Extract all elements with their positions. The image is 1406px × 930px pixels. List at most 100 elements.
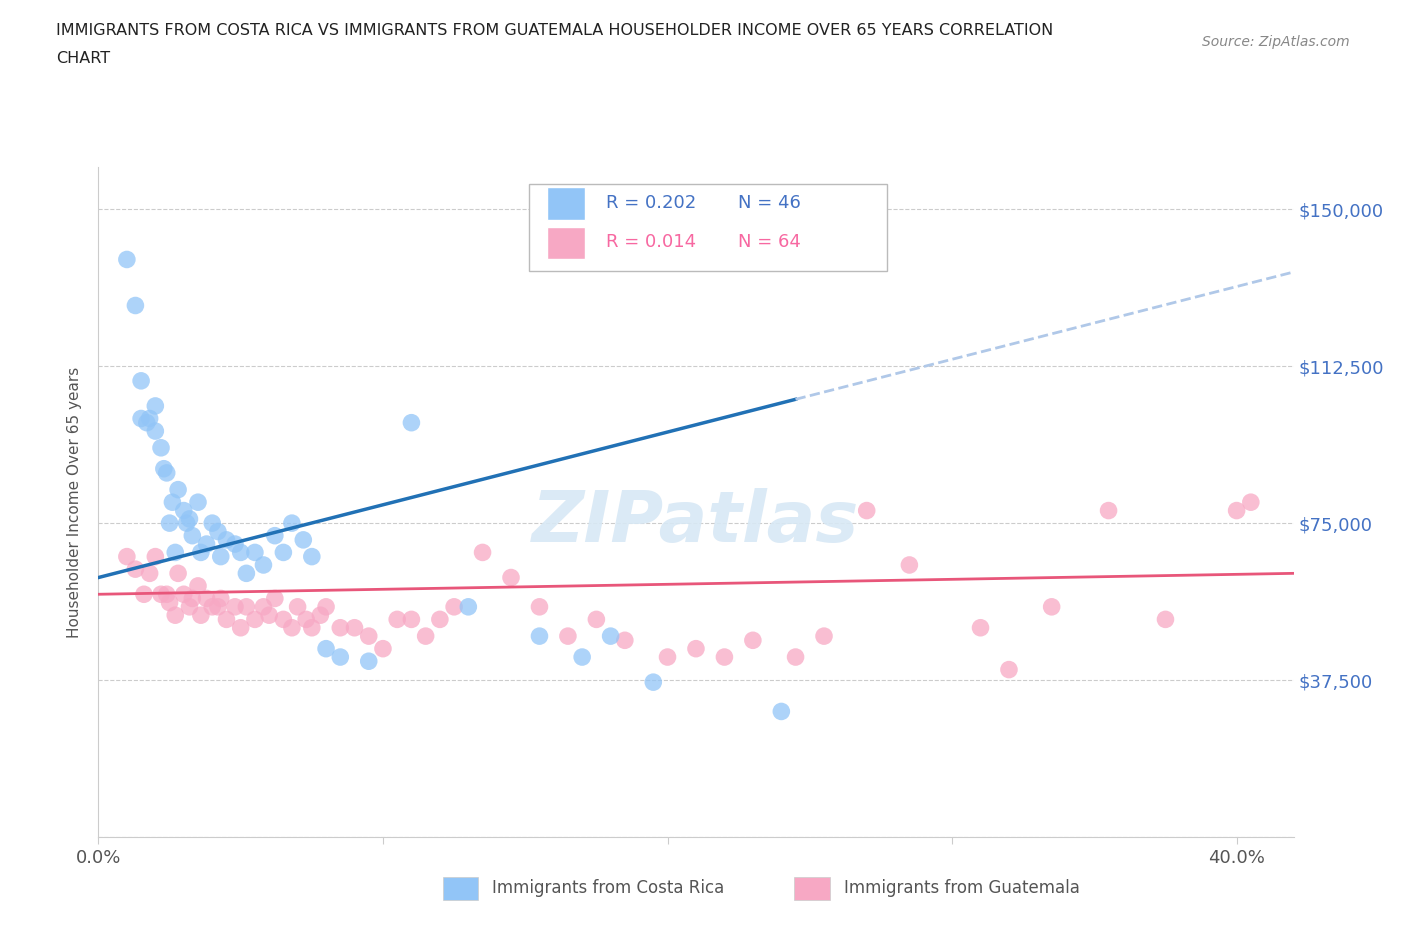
Point: [209, 549, 232, 564]
Text: CHART: CHART: [56, 51, 110, 66]
Point: [657, 650, 679, 665]
Point: [998, 662, 1021, 677]
Point: [315, 600, 337, 615]
Point: [132, 587, 155, 602]
Point: [713, 650, 735, 665]
Point: [813, 629, 835, 644]
Point: [150, 441, 173, 456]
Point: [557, 629, 579, 644]
Point: [143, 399, 166, 414]
Point: [153, 461, 176, 476]
Point: [281, 620, 304, 635]
Text: Source: ZipAtlas.com: Source: ZipAtlas.com: [1202, 35, 1350, 49]
Text: Immigrants from Guatemala: Immigrants from Guatemala: [844, 879, 1080, 897]
Point: [173, 503, 195, 518]
Point: [273, 545, 295, 560]
Point: [224, 600, 246, 615]
Point: [159, 516, 181, 531]
Point: [292, 532, 315, 547]
Point: [529, 629, 551, 644]
Point: [201, 600, 224, 615]
Point: [207, 525, 229, 539]
Bar: [794, 877, 830, 900]
Point: [201, 516, 224, 531]
Point: [215, 612, 238, 627]
Point: [165, 545, 187, 560]
Y-axis label: Householder Income Over 65 years: Householder Income Over 65 years: [67, 366, 83, 638]
Point: [179, 512, 201, 526]
Point: [263, 591, 285, 606]
Point: [385, 612, 409, 627]
Point: [207, 600, 229, 615]
Point: [329, 620, 352, 635]
Point: [243, 612, 266, 627]
Point: [235, 600, 257, 615]
Point: [243, 545, 266, 560]
Point: [156, 466, 179, 481]
FancyBboxPatch shape: [529, 184, 887, 272]
Point: [190, 608, 212, 623]
Point: [429, 612, 451, 627]
Point: [471, 545, 494, 560]
Point: [357, 654, 380, 669]
Point: [129, 411, 152, 426]
Point: [229, 620, 252, 635]
Point: [643, 675, 665, 690]
Point: [167, 483, 190, 498]
Point: [287, 600, 309, 615]
Point: [443, 600, 465, 615]
Point: [181, 591, 204, 606]
Point: [1040, 600, 1063, 615]
Point: [195, 591, 218, 606]
Point: [343, 620, 366, 635]
Point: [187, 495, 209, 510]
Point: [301, 620, 323, 635]
Point: [529, 600, 551, 615]
Point: [1154, 612, 1177, 627]
Point: [167, 565, 190, 580]
Point: [124, 562, 146, 577]
Point: [138, 565, 160, 580]
Point: [898, 558, 921, 573]
Point: [143, 549, 166, 564]
Point: [257, 608, 280, 623]
Point: [229, 545, 252, 560]
Point: [301, 549, 323, 564]
Point: [235, 565, 257, 580]
Point: [457, 600, 479, 615]
Point: [499, 570, 522, 585]
Point: [179, 600, 201, 615]
Point: [273, 612, 295, 627]
Point: [315, 642, 337, 657]
Point: [263, 528, 285, 543]
Point: [295, 612, 318, 627]
Text: ZIPatlas: ZIPatlas: [533, 488, 859, 557]
Point: [401, 416, 423, 431]
Point: [115, 252, 138, 267]
Point: [252, 600, 274, 615]
Text: Immigrants from Costa Rica: Immigrants from Costa Rica: [492, 879, 724, 897]
Text: R = 0.014: R = 0.014: [606, 233, 696, 251]
Point: [165, 608, 187, 623]
Point: [1240, 495, 1263, 510]
Text: R = 0.202: R = 0.202: [606, 193, 696, 212]
Point: [215, 532, 238, 547]
Point: [187, 578, 209, 593]
Point: [195, 537, 218, 551]
Text: N = 64: N = 64: [738, 233, 800, 251]
Point: [401, 612, 423, 627]
Point: [124, 299, 146, 313]
Point: [190, 545, 212, 560]
Point: [613, 633, 636, 648]
Bar: [547, 188, 585, 219]
Point: [357, 629, 380, 644]
Point: [143, 424, 166, 439]
Bar: [443, 877, 478, 900]
Point: [129, 374, 152, 389]
Point: [309, 608, 332, 623]
Point: [115, 549, 138, 564]
Point: [281, 516, 304, 531]
Point: [1226, 503, 1249, 518]
Point: [135, 416, 157, 431]
Point: [785, 650, 807, 665]
